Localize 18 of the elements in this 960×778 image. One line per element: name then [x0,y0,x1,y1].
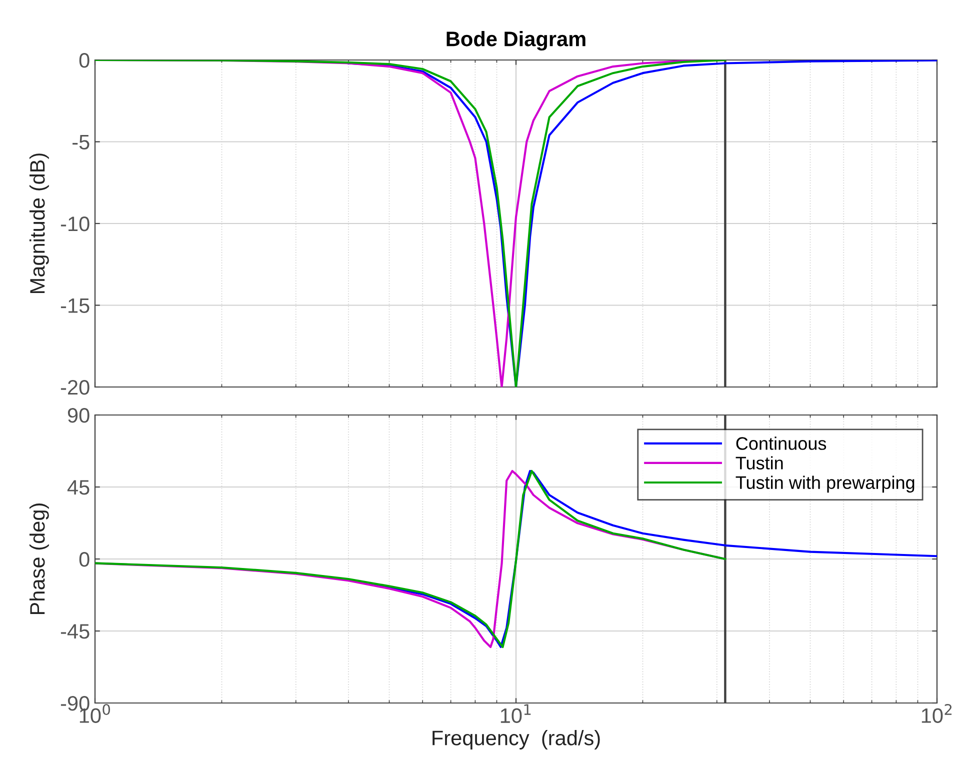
legend-label: Tustin [736,456,783,470]
y-tick-label: 0 [79,53,90,68]
y-axis-title: Magnitude (dB) [30,154,49,294]
legend-label: Tustin with prewarping [736,476,914,493]
y-tick-label: 0 [79,552,90,567]
x-tick-label: 10$^{1}$ [500,704,531,724]
y-tick-label: -45 [60,624,90,639]
y-tick-label: -20 [60,380,90,395]
y-axis-title: Phase (deg) [30,504,49,614]
y-tick-label: 90 [68,408,90,423]
legend-label: Continuous [736,436,826,450]
y-tick-label: 45 [67,480,90,495]
y-tick-label: -5 [72,134,90,150]
chart-title: Bode Diagram [446,31,586,51]
y-tick-label: -15 [60,298,90,314]
y-tick-label: -10 [60,216,90,232]
x-tick-label: 10$^{2}$ [922,704,952,724]
x-axis-title: Frequency (rad/s) [432,730,600,750]
